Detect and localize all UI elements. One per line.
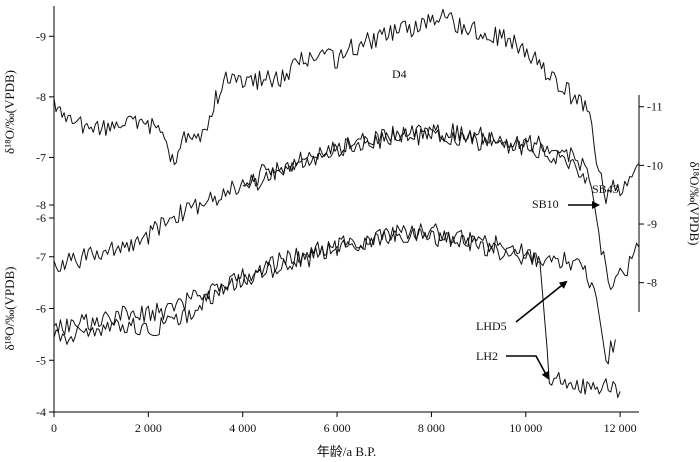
- y-tick-label-top: -6: [36, 211, 46, 225]
- y-axis-title-bottom: δ¹⁸O/‰(VPDB): [2, 267, 17, 351]
- y-tick-label-right: -8: [647, 276, 657, 290]
- x-tick-label: 6 000: [324, 421, 351, 435]
- labels-group: D4 SB43 SB10 LHD5 LH2: [392, 67, 619, 380]
- series-label-sb43: SB43: [592, 182, 619, 196]
- y-tick-label-bottom: -8: [36, 198, 46, 212]
- x-tick-label: 2 000: [135, 421, 162, 435]
- series-line-sb10: [242, 126, 588, 191]
- y-tick-label-bottom: -5: [36, 353, 46, 367]
- x-tick-label: 4 000: [229, 421, 256, 435]
- x-tick-label: 10 000: [509, 421, 542, 435]
- series-line-d4: [53, 8, 640, 205]
- y-tick-label-top: -8: [36, 90, 46, 104]
- y-tick-label-bottom: -6: [36, 302, 46, 316]
- series-label-lhd5: LHD5: [476, 319, 507, 333]
- y-tick-label-top: -7: [36, 150, 46, 164]
- arrow-lhd5: [515, 280, 568, 323]
- series-line-lh2: [53, 223, 621, 398]
- series-group: [53, 8, 640, 398]
- series-line-lhd5: [53, 227, 616, 365]
- y-tick-label-right: -10: [647, 158, 663, 172]
- arrow-lh2: [506, 355, 549, 380]
- series-line-sb43: [53, 123, 640, 290]
- y-axis-title-top: δ¹⁸O/‰(VPDB): [2, 70, 17, 154]
- x-tick-label: 12 000: [604, 421, 637, 435]
- y-tick-label-bottom: -7: [36, 250, 46, 264]
- y-tick-label-right: -11: [647, 100, 663, 114]
- series-label-sb10: SB10: [532, 197, 559, 211]
- series-label-d4: D4: [392, 67, 407, 81]
- axes-group: 0 2 000 4 000 6 000 8 000 10 000 12 000 年龄/a B.…: [2, 6, 700, 459]
- x-tick-label: 8 000: [418, 421, 445, 435]
- series-label-lh2: LH2: [476, 349, 498, 363]
- y-tick-label-top: -9: [36, 29, 46, 43]
- x-tick-label: 0: [51, 421, 57, 435]
- y-tick-label-bottom: -4: [36, 405, 46, 419]
- x-axis-title: 年龄/a B.P.: [317, 444, 377, 459]
- y-tick-label-right: -9: [647, 217, 657, 231]
- y-axis-title-right: δ¹⁸O/‰(VPDB): [687, 162, 700, 246]
